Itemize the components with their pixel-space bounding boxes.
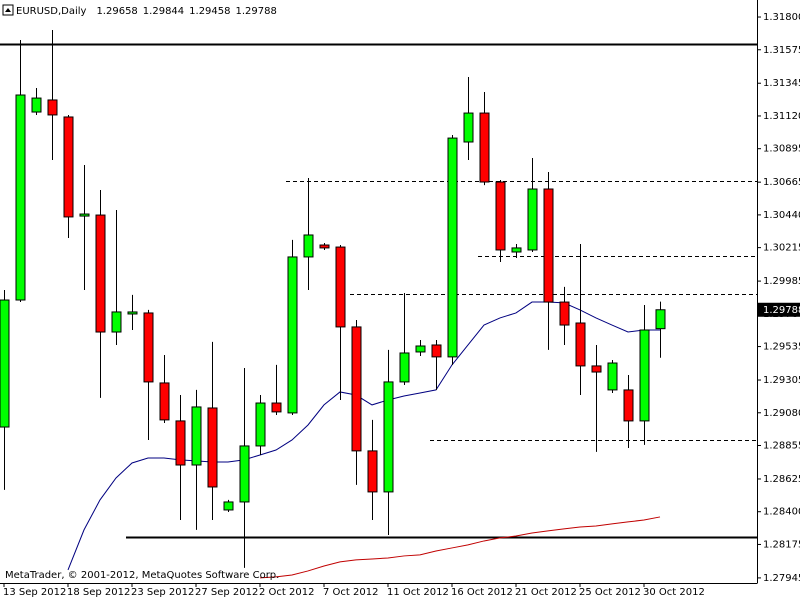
candle-body (367, 450, 378, 493)
candle-body (559, 301, 570, 326)
header-low: 1.29458 (189, 6, 230, 17)
candle-body (495, 181, 506, 251)
x-tick-label: 16 Oct 2012 (451, 587, 513, 598)
y-tick-label: 1.28400 (763, 507, 800, 518)
candle-body (191, 406, 202, 466)
y-tick-label: 1.31800 (763, 12, 800, 23)
candle-body (319, 244, 330, 249)
y-tick-label: 1.28855 (763, 441, 800, 452)
y-tick-label: 1.30895 (763, 144, 800, 155)
current-price-label: 1.29788 (763, 305, 800, 316)
candle-body (575, 322, 586, 367)
candle-body (175, 420, 186, 466)
x-tick-label: 21 Oct 2012 (515, 587, 577, 598)
y-tick-label: 1.31575 (763, 45, 800, 56)
candle-body (543, 188, 554, 303)
x-tick-label: 23 Sep 2012 (131, 587, 194, 598)
candle-body (479, 112, 490, 183)
candle-body (47, 99, 58, 116)
candle-body (239, 445, 250, 503)
candle-body (351, 326, 362, 452)
candle-body (527, 188, 538, 251)
plot-area (0, 29, 757, 579)
candle-body (607, 362, 618, 391)
candle-body (399, 352, 410, 383)
symbol-icon-arrow (5, 8, 11, 12)
candle-body (447, 137, 458, 358)
candle-body (303, 234, 314, 258)
candle-body (223, 501, 234, 511)
candle-body (335, 246, 346, 328)
current-price-box (758, 302, 800, 317)
x-tick-label: 30 Oct 2012 (643, 587, 705, 598)
y-tick-label: 1.29305 (763, 375, 800, 386)
y-tick-label: 1.31120 (763, 111, 800, 122)
y-tick-label: 1.30215 (763, 243, 800, 254)
candle-body (95, 214, 106, 333)
candle-body (111, 311, 122, 333)
candle-body (0, 299, 10, 428)
y-tick-label: 1.27945 (763, 573, 800, 584)
y-tick-label: 1.29535 (763, 342, 800, 353)
candle-body (31, 97, 42, 113)
chart-header: EURUSD,Daily 1.29658 1.29844 1.29458 1.29788 (16, 6, 277, 17)
candle-body (287, 256, 298, 414)
candle-body (639, 329, 650, 422)
candle-body (207, 407, 218, 488)
candle-body (623, 389, 634, 422)
x-tick-label: 13 Sep 2012 (3, 587, 66, 598)
candle-body (271, 402, 282, 413)
candle-body (79, 213, 90, 217)
y-tick-label: 1.29985 (763, 276, 800, 287)
moving-average (259, 516, 661, 579)
chart-title: EURUSD,Daily (16, 6, 87, 17)
candle-body (511, 247, 522, 253)
candle-body (127, 311, 138, 315)
y-tick-label: 1.30440 (763, 210, 800, 221)
candle-body (143, 312, 154, 383)
watermark: MetaTrader, © 2001-2012, MetaQuotes Soft… (5, 570, 279, 581)
x-tick-label: 2 Oct 2012 (259, 587, 314, 598)
candle-body (431, 344, 442, 358)
y-tick-label: 1.29080 (763, 408, 800, 419)
y-tick-label: 1.28625 (763, 474, 800, 485)
header-open: 1.29658 (96, 6, 137, 17)
x-tick-label: 18 Sep 2012 (67, 587, 130, 598)
x-tick-label: 11 Oct 2012 (387, 587, 449, 598)
y-tick-label: 1.30665 (763, 177, 800, 188)
header-high: 1.29844 (143, 6, 184, 17)
candle-body (63, 116, 74, 218)
candle-body (15, 94, 26, 301)
header-close: 1.29788 (236, 6, 277, 17)
candle-body (255, 402, 266, 447)
y-tick-label: 1.28175 (763, 539, 800, 550)
x-tick-label: 25 Oct 2012 (579, 587, 641, 598)
candle-body (463, 112, 474, 143)
candle-body (415, 345, 426, 353)
candle-body (159, 382, 170, 421)
candle-body (383, 381, 394, 493)
candle-body (655, 309, 666, 330)
x-tick-label: 27 Sep 2012 (195, 587, 258, 598)
y-tick-label: 1.31345 (763, 78, 800, 89)
x-tick-label: 7 Oct 2012 (323, 587, 378, 598)
candle-body (591, 365, 602, 373)
